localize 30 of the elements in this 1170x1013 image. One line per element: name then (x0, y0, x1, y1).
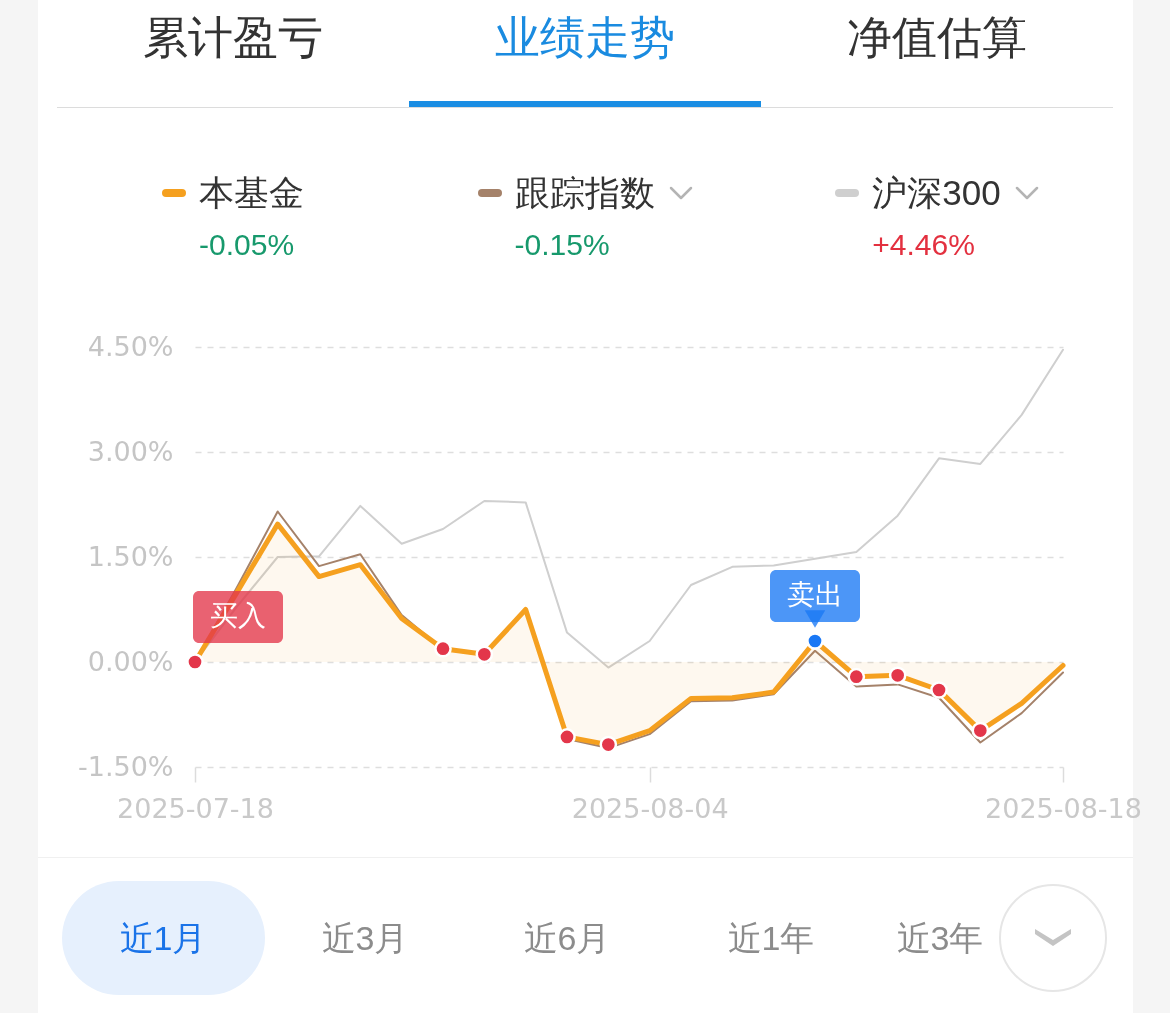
text: +4.46% (871, 227, 976, 263)
text: 近6月 (522, 918, 612, 959)
y-tick-label: 3.00% (87, 435, 174, 467)
text: 近3年 (895, 918, 985, 959)
y-tick-label: -1.50% (77, 750, 174, 782)
point (930, 681, 948, 699)
legend-label: 跟踪指数 (514, 172, 655, 214)
text: -0.15% (513, 227, 611, 263)
point (434, 639, 452, 658)
annotation: 卖出 (787, 578, 843, 611)
text: -0.05% (198, 227, 296, 263)
text: 累计盈亏 (142, 11, 324, 65)
y-tick-label: 0.00% (87, 645, 174, 677)
point (847, 667, 866, 686)
annotation: 买入 (210, 599, 266, 632)
text: 近1月 (118, 918, 208, 959)
legend-label: 沪深300 (872, 172, 1001, 214)
legend-label: 本基金 (199, 172, 304, 214)
y-tick-label: 1.50% (87, 540, 174, 572)
point (971, 721, 990, 740)
y-tick-label: 4.50% (87, 330, 174, 362)
point (888, 666, 907, 685)
text: 近3月 (320, 918, 410, 959)
text: 净值估算 (846, 11, 1028, 65)
text: 业绩走势 (494, 11, 676, 65)
text: 近1年 (726, 918, 816, 959)
point (475, 645, 494, 664)
point (558, 728, 576, 746)
point (806, 632, 824, 650)
point (186, 653, 204, 671)
